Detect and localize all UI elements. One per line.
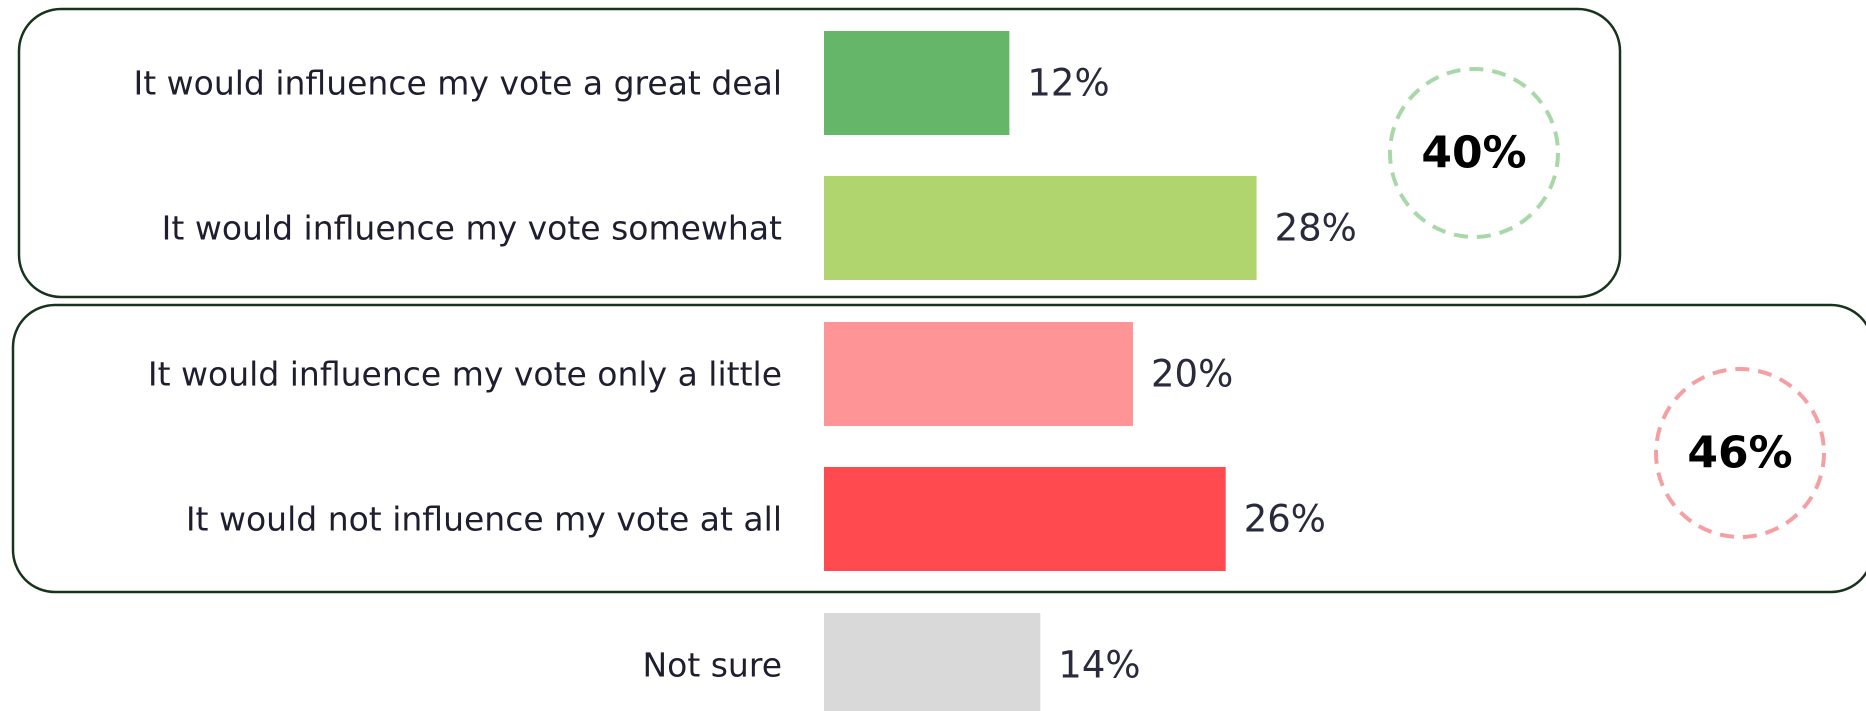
bar-1 — [824, 31, 1010, 135]
bars-layer — [824, 31, 1257, 711]
value-label-1: 12% — [1027, 62, 1109, 105]
group-box-1 — [17, 7, 1622, 299]
group-total-ring-1 — [1388, 67, 1560, 239]
value-label-2: 28% — [1275, 207, 1357, 250]
category-label-5: Not sure — [642, 646, 782, 685]
labels-layer: It would influence my vote a great deal 1… — [133, 62, 1356, 687]
category-label-1: It would influence my vote a great deal — [133, 64, 782, 103]
category-label-3: It would influence my vote only a little — [148, 355, 782, 394]
bar-2 — [824, 176, 1257, 280]
value-label-4: 26% — [1244, 498, 1326, 541]
bar-5 — [824, 613, 1041, 711]
category-label-2: It would influence my vote somewhat — [162, 209, 782, 248]
category-label-4: It would not influence my vote at all — [186, 500, 782, 539]
group-box-2 — [11, 303, 1866, 594]
group-total-label-1: 40% — [1421, 128, 1526, 179]
group-total-label-2: 46% — [1687, 428, 1792, 479]
bar-3 — [824, 322, 1133, 426]
value-label-5: 14% — [1058, 644, 1140, 687]
value-label-3: 20% — [1151, 353, 1233, 396]
groups-layer: 40% 46% — [11, 7, 1866, 594]
bar-4 — [824, 467, 1226, 571]
group-total-ring-2 — [1654, 367, 1826, 539]
